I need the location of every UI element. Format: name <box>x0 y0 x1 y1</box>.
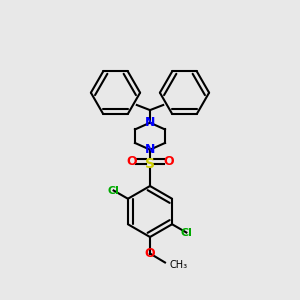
Text: O: O <box>126 155 137 168</box>
Text: N: N <box>145 116 155 129</box>
Text: N: N <box>145 143 155 156</box>
Text: S: S <box>145 157 155 170</box>
Text: O: O <box>163 155 174 168</box>
Text: Cl: Cl <box>108 185 120 196</box>
Text: CH₃: CH₃ <box>169 260 188 270</box>
Text: Cl: Cl <box>180 227 192 238</box>
Text: O: O <box>145 247 155 260</box>
